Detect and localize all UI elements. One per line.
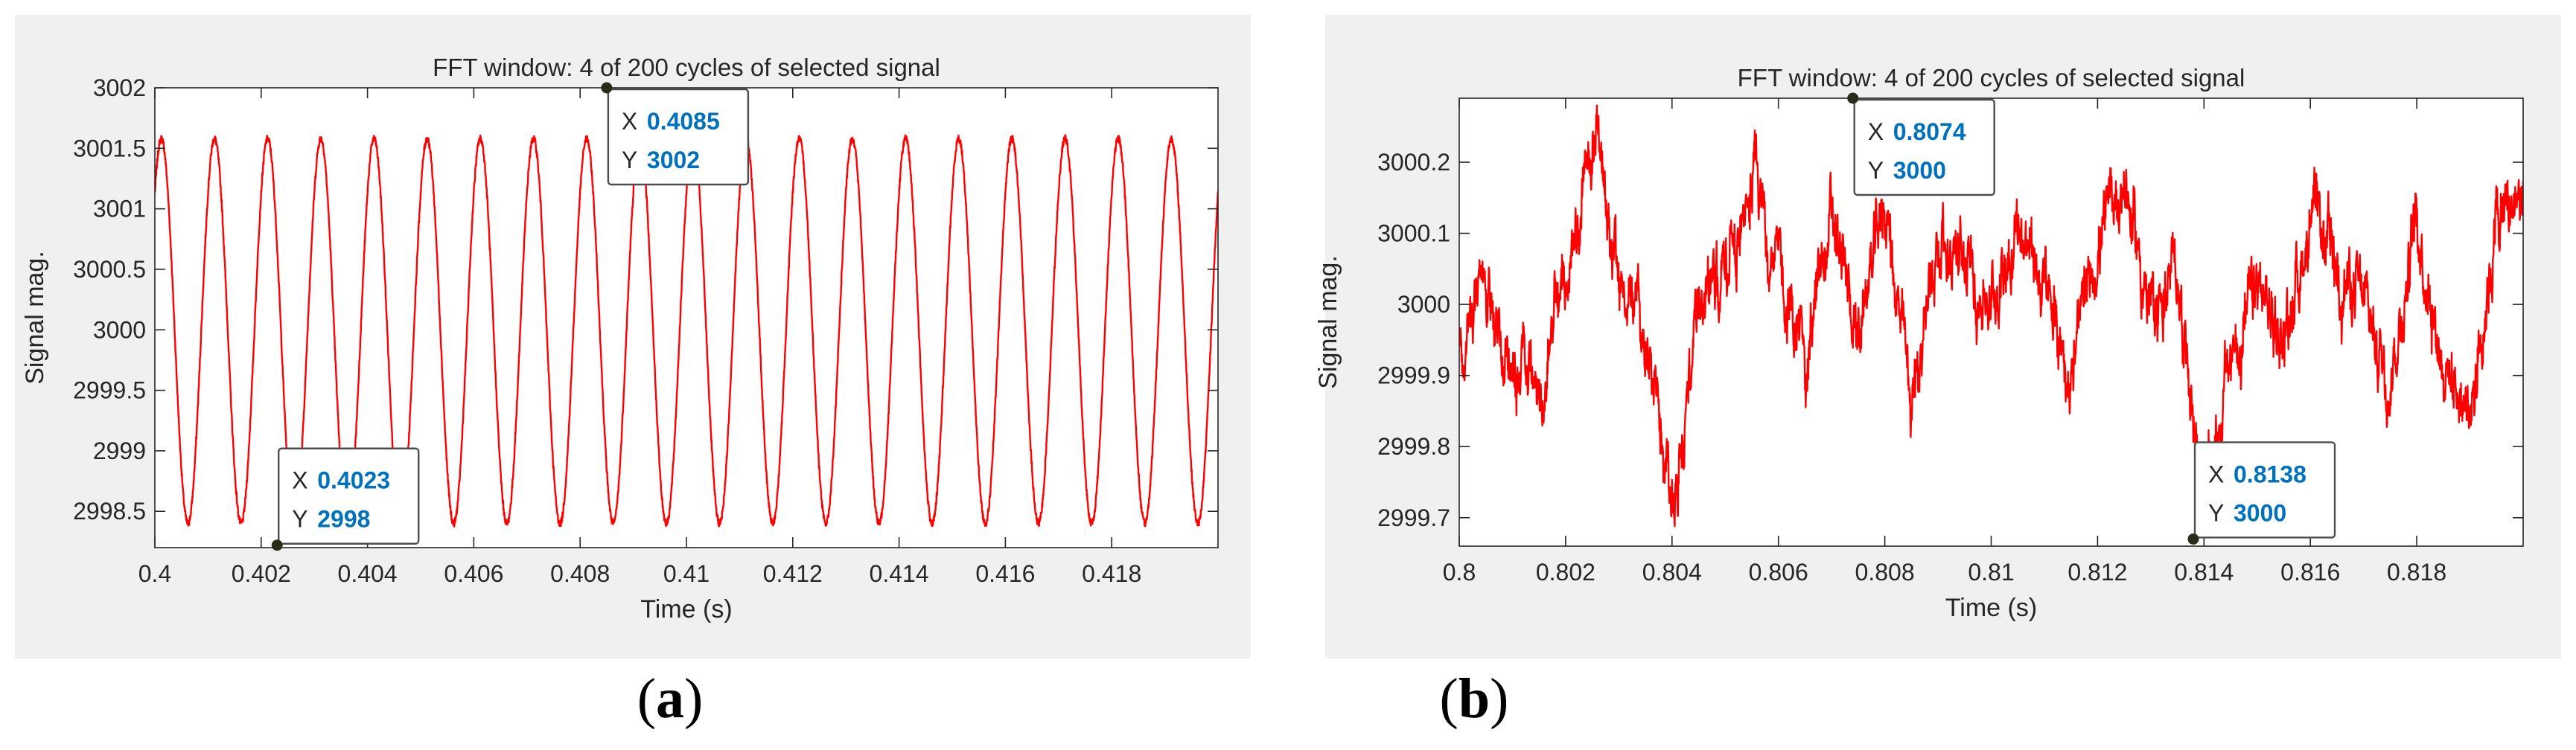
- y-tick-label: 3000.5: [73, 256, 146, 283]
- x-tick-label: 0.802: [1536, 559, 1595, 586]
- y-tick-label: 3000: [93, 316, 146, 343]
- datatip-x-value: 0.8074: [1893, 118, 1966, 145]
- datatip-y-value: 2998: [317, 506, 370, 533]
- signal-trace-0: [155, 134, 1218, 528]
- caption-a: (a): [637, 667, 704, 730]
- x-tick-label: 0.404: [338, 560, 398, 587]
- x-tick-label: 0.414: [870, 560, 929, 587]
- x-tick-label: 0.818: [2387, 559, 2446, 586]
- y-tick-label: 3000.1: [1377, 220, 1450, 247]
- y-tick-label: 2999.9: [1377, 362, 1450, 389]
- y-tick-label: 2999: [93, 438, 146, 464]
- datatip-box: [607, 88, 750, 186]
- datatip-box: [278, 447, 420, 545]
- datatip-x-label: X: [1868, 118, 1884, 145]
- x-tick-label: 0.806: [1749, 559, 1808, 586]
- y-tick-label: 3000: [1397, 291, 1450, 318]
- x-tick-label: 0.402: [232, 560, 291, 587]
- x-tick-label: 0.408: [550, 560, 610, 587]
- x-tick-label: 0.418: [1082, 560, 1141, 587]
- datatip-x-label: X: [2208, 461, 2224, 487]
- y-tick-label: 2999.7: [1377, 504, 1450, 531]
- x-tick-label: 0.816: [2280, 559, 2340, 586]
- datatip-anchor-marker: [271, 539, 283, 551]
- datatip-anchor-marker: [1847, 92, 1859, 104]
- chart-title: FFT window: 4 of 200 cycles of selected …: [433, 54, 940, 81]
- x-tick-label: 0.406: [444, 560, 503, 587]
- chart-a: 0.4 0.402 0.404 0.406 0.408 0.41 0.412 0.414 0.4…: [15, 15, 1251, 658]
- caption-b: (b): [1439, 667, 1509, 730]
- x-tick-label: 0.808: [1855, 559, 1915, 586]
- datatip-x-value: 0.8138: [2234, 461, 2306, 487]
- datatip-x-value: 0.4085: [647, 108, 720, 135]
- y-axis-label: Signal mag.: [1314, 255, 1342, 389]
- x-tick-label: 0.814: [2174, 559, 2234, 586]
- chart-b: 0.8 0.802 0.804 0.806 0.808 0.81 0.812 0.814 0.8…: [1314, 15, 2561, 658]
- figure-panel-a: 0.4 0.402 0.404 0.406 0.408 0.41 0.412 0.414 0.4…: [0, 0, 1266, 750]
- datatip-box: [1853, 98, 1995, 196]
- datatip-x-label: X: [622, 108, 637, 135]
- x-axis-label: Time (s): [640, 595, 732, 624]
- y-tick-label: 2999.8: [1377, 433, 1450, 460]
- datatip-box: [2193, 441, 2336, 539]
- signal-trace-1: [1459, 104, 2523, 528]
- x-tick-label: 0.4: [138, 560, 171, 587]
- x-axis-label: Time (s): [1945, 594, 2037, 622]
- datatip-y-label: Y: [1868, 157, 1884, 184]
- datatip-y-label: Y: [2208, 499, 2224, 526]
- caption-a-label: a: [656, 667, 684, 730]
- x-tick-label: 0.412: [763, 560, 823, 587]
- datatip-y-value: 3000: [1893, 157, 1946, 184]
- datatip-anchor-marker: [2187, 533, 2199, 545]
- y-tick-label: 3000.2: [1377, 149, 1450, 176]
- datatip-y-value: 3002: [647, 147, 700, 173]
- figure-panel-b: 0.8 0.802 0.804 0.806 0.808 0.81 0.812 0.814 0.8…: [1310, 0, 2576, 750]
- x-tick-label: 0.812: [2068, 559, 2127, 586]
- y-tick-label: 3001.5: [73, 135, 146, 161]
- x-tick-label: 0.804: [1642, 559, 1702, 586]
- chart-title: FFT window: 4 of 200 cycles of selected …: [1738, 64, 2245, 92]
- x-tick-label: 0.81: [1968, 559, 2014, 586]
- datatip-y-label: Y: [292, 506, 307, 533]
- y-axis-label: Signal mag.: [21, 251, 49, 385]
- y-tick-label: 2999.5: [73, 377, 146, 404]
- y-tick-label: 2998.5: [73, 498, 146, 525]
- datatip-y-label: Y: [622, 147, 637, 173]
- y-tick-label: 3001: [93, 196, 146, 222]
- y-tick-label: 3002: [93, 74, 146, 101]
- datatip-x-value: 0.4023: [317, 467, 390, 494]
- x-tick-label: 0.416: [975, 560, 1035, 587]
- x-tick-label: 0.41: [663, 560, 710, 587]
- caption-b-label: b: [1458, 667, 1491, 730]
- datatip-anchor-marker: [601, 82, 613, 94]
- datatip-x-label: X: [292, 467, 307, 494]
- x-tick-label: 0.8: [1443, 559, 1476, 586]
- datatip-y-value: 3000: [2234, 499, 2286, 526]
